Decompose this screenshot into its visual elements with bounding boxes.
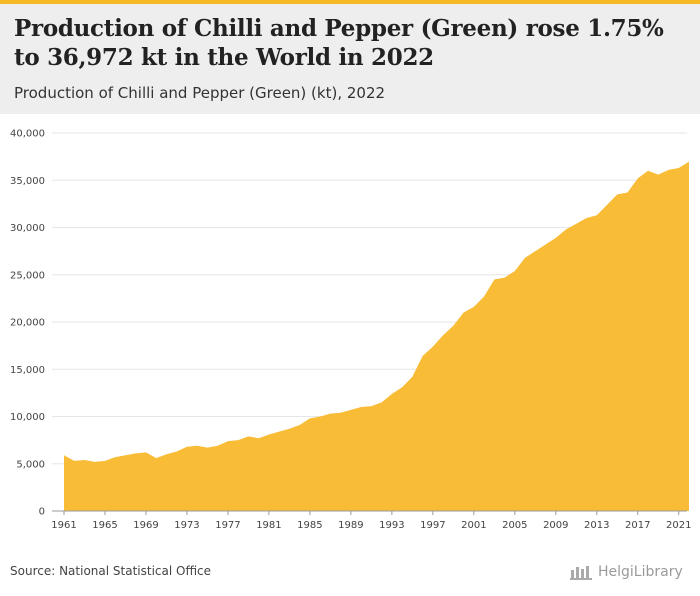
- x-tick-label: 1989: [338, 520, 363, 531]
- y-tick-label: 10,000: [10, 412, 45, 423]
- source-note: Source: National Statistical Office: [10, 564, 212, 578]
- chart-header: Production of Chilli and Pepper (Green) …: [0, 4, 700, 114]
- x-tick-label: 2021: [666, 520, 691, 531]
- y-tick-label: 0: [39, 507, 45, 518]
- library-building-icon: [570, 566, 592, 580]
- y-tick-label: 25,000: [10, 270, 45, 281]
- x-tick-label: 2001: [461, 520, 486, 531]
- chart-subtitle: Production of Chilli and Pepper (Green) …: [14, 84, 386, 102]
- y-tick-label: 15,000: [10, 365, 45, 376]
- x-tick-label: 2009: [543, 520, 568, 531]
- y-tick-label: 20,000: [10, 318, 45, 329]
- chart-title: Production of Chilli and Pepper (Green) …: [14, 15, 664, 71]
- top-accent-bar: [0, 0, 700, 4]
- x-tick-label: 1981: [256, 520, 281, 531]
- y-tick-label: 35,000: [10, 176, 45, 187]
- production-area: [64, 161, 689, 511]
- logo-text: HelgiLibrary: [598, 564, 683, 580]
- x-tick-label: 2017: [625, 520, 650, 531]
- x-tick-label: 2013: [584, 520, 609, 531]
- y-tick-label: 30,000: [10, 223, 45, 234]
- area-chart: 0 5,000 10,000 15,000 20,000 25,000 30,000 35,0…: [10, 129, 691, 532]
- x-tick-label: 1961: [51, 520, 76, 531]
- helgilibrary-logo[interactable]: HelgiLibrary: [570, 562, 683, 582]
- x-tick-label: 1973: [174, 520, 199, 531]
- x-tick-label: 1985: [297, 520, 322, 531]
- x-tick-label: 1997: [420, 520, 445, 531]
- x-tick-label: 2005: [502, 520, 527, 531]
- x-tick-label: 1993: [379, 520, 404, 531]
- y-tick-label: 5,000: [16, 459, 45, 470]
- y-tick-label: 40,000: [10, 129, 45, 140]
- x-tick-label: 1969: [133, 520, 158, 531]
- x-tick-label: 1965: [92, 520, 117, 531]
- x-tick-label: 1977: [215, 520, 240, 531]
